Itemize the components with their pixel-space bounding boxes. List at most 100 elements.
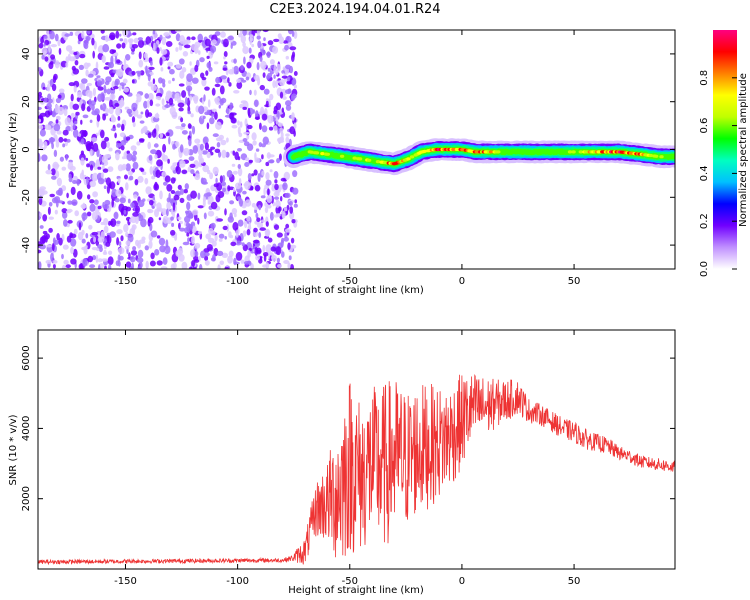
- noise-blob: [178, 83, 185, 87]
- noise-blob: [285, 100, 292, 107]
- noise-blob: [204, 260, 210, 266]
- noise-blob: [263, 37, 266, 42]
- noise-blob: [279, 127, 284, 134]
- noise-blob: [146, 99, 150, 108]
- noise-blob: [202, 136, 209, 145]
- noise-blob: [164, 104, 171, 108]
- noise-blob: [83, 130, 87, 138]
- noise-blob: [80, 138, 85, 145]
- noise-blob: [93, 40, 97, 50]
- noise-blob: [200, 157, 205, 164]
- noise-blob: [81, 30, 85, 39]
- noise-blob: [52, 161, 59, 171]
- noise-blob: [285, 133, 290, 137]
- noise-blob: [189, 213, 194, 219]
- noise-blob: [102, 44, 110, 53]
- noise-blob: [232, 150, 236, 156]
- noise-blob: [218, 238, 223, 242]
- snr-x-axis: -150 -100 -50 0 50: [114, 330, 580, 587]
- snr-y-tick-label-1: 4000: [21, 416, 32, 441]
- noise-blob: [70, 112, 76, 119]
- noise-blob: [103, 185, 107, 189]
- noise-blob: [104, 80, 110, 86]
- noise-blob: [132, 246, 137, 251]
- noise-blob: [293, 84, 297, 89]
- noise-blob: [240, 30, 243, 36]
- noise-blob: [125, 54, 131, 61]
- noise-blob: [54, 60, 60, 69]
- noise-blob: [38, 140, 44, 148]
- noise-blob: [171, 222, 175, 227]
- noise-blob: [100, 140, 107, 150]
- noise-blob: [197, 205, 204, 209]
- noise-blob: [156, 202, 162, 211]
- noise-blob: [205, 233, 211, 240]
- noise-blob: [147, 141, 151, 150]
- noise-blob: [52, 264, 56, 269]
- noise-blob: [43, 97, 48, 103]
- noise-blob: [213, 247, 219, 257]
- noise-blob: [278, 36, 285, 44]
- noise-blob: [240, 64, 244, 71]
- noise-blob: [255, 148, 260, 152]
- noise-blob: [61, 208, 68, 214]
- noise-blob: [123, 223, 129, 233]
- noise-blob: [90, 100, 96, 106]
- noise-blob: [210, 45, 217, 53]
- noise-blob: [101, 258, 109, 262]
- noise-blob: [161, 152, 166, 161]
- noise-blob: [211, 108, 217, 113]
- noise-blob: [117, 178, 121, 184]
- noise-blob: [184, 44, 191, 49]
- noise-blob: [254, 157, 260, 163]
- noise-blob: [180, 188, 184, 195]
- track-core: [496, 150, 501, 154]
- noise-blob: [243, 219, 248, 229]
- noise-blob: [96, 75, 101, 79]
- spectrogram-x-tick-label-1: -100: [226, 276, 249, 287]
- noise-blob: [92, 87, 96, 97]
- noise-blob: [184, 215, 191, 223]
- noise-blob: [284, 192, 291, 199]
- noise-blob: [103, 66, 110, 70]
- noise-blob: [273, 110, 278, 115]
- noise-blob: [262, 244, 266, 253]
- noise-blob: [97, 166, 102, 170]
- snr-frame: [37, 329, 676, 570]
- noise-blob: [197, 217, 200, 225]
- noise-blob: [199, 57, 205, 63]
- noise-blob: [46, 30, 50, 37]
- noise-blob: [253, 227, 258, 233]
- noise-blob: [130, 145, 137, 151]
- noise-blob: [258, 232, 262, 238]
- noise-blob: [265, 179, 272, 186]
- noise-blob: [148, 154, 153, 161]
- noise-blob: [178, 45, 183, 51]
- noise-blob: [241, 242, 245, 247]
- noise-blob: [56, 233, 60, 241]
- noise-blob: [224, 61, 228, 65]
- noise-blob: [293, 30, 298, 39]
- noise-blob: [236, 78, 242, 84]
- track-core: [339, 154, 345, 158]
- noise-blob: [207, 210, 215, 217]
- noise-blob: [187, 123, 192, 129]
- noise-blob: [83, 62, 90, 70]
- noise-blob: [72, 129, 79, 138]
- noise-blob: [154, 154, 158, 160]
- noise-blob: [203, 94, 206, 102]
- noise-blob: [275, 116, 279, 125]
- noise-blob: [58, 237, 63, 246]
- noise-blob: [214, 97, 220, 103]
- noise-blob: [275, 79, 278, 88]
- noise-blob: [51, 175, 57, 180]
- noise-blob: [163, 32, 170, 37]
- noise-blob: [109, 181, 116, 190]
- noise-blob: [265, 172, 270, 181]
- noise-blob: [276, 257, 280, 263]
- noise-blob: [147, 216, 154, 224]
- noise-blob: [73, 56, 76, 62]
- noise-blob: [187, 237, 190, 243]
- noise-blob: [185, 96, 188, 105]
- noise-blob: [73, 85, 77, 93]
